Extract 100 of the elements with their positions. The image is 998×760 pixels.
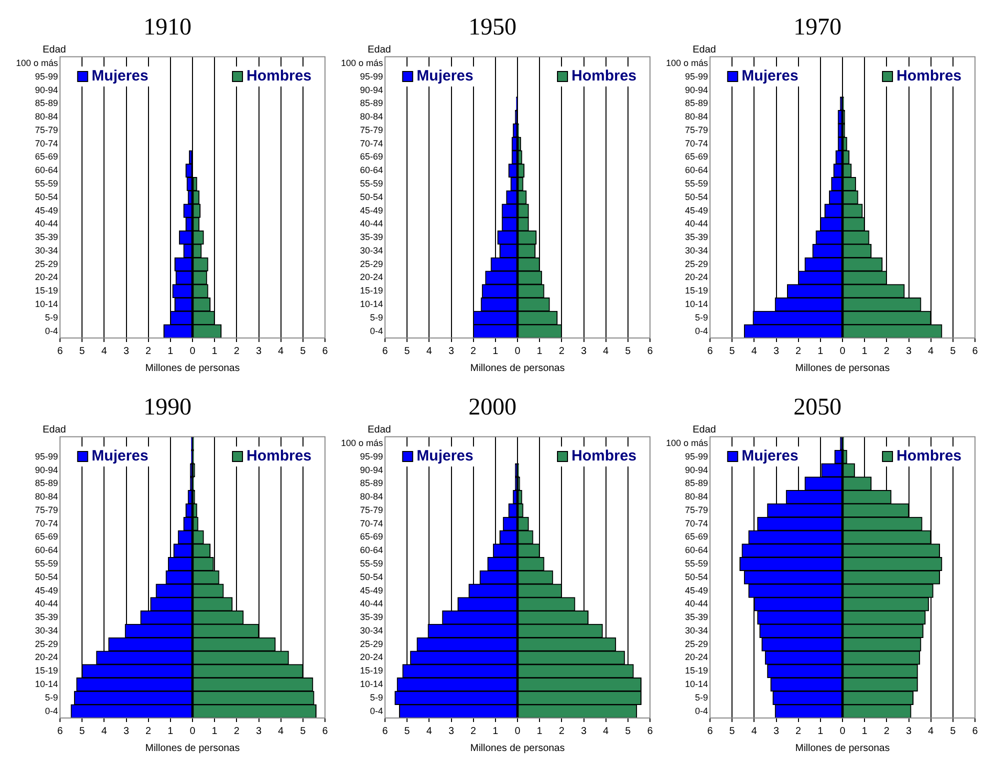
y-tick-label: 55-59	[360, 558, 383, 568]
y-tick-label: 0-4	[44, 706, 58, 716]
y-tick-label: 95-99	[360, 451, 383, 462]
y-tick-label: 35-39	[34, 612, 58, 622]
y-tick-label: 20-24	[360, 272, 383, 282]
y-tick-label: 90-94	[684, 84, 708, 95]
y-tick-label: 30-34	[360, 245, 383, 256]
y-tick-label: 45-49	[360, 585, 383, 596]
y-tick-label: 60-64	[684, 545, 708, 556]
x-tick-label: 5	[950, 346, 956, 357]
y-tick-label: 15-19	[34, 666, 58, 676]
y-tick-label: 20-24	[684, 652, 708, 662]
y-axis-title: Edad	[42, 44, 66, 56]
x-tick-label: 2	[796, 726, 802, 737]
x-tick-label: 5	[625, 346, 632, 357]
x-tick-label: 6	[57, 726, 64, 737]
y-tick-label: 20-24	[34, 272, 58, 282]
x-axis-title: Millones de personas	[145, 362, 240, 374]
y-tick-label: 15-19	[684, 286, 708, 296]
x-tick-label: 6	[647, 726, 654, 737]
y-axis-title: Edad	[692, 424, 716, 436]
y-tick-label: 35-39	[34, 232, 58, 242]
x-tick-label: 3	[773, 346, 780, 357]
x-tick-label: 5	[729, 726, 736, 737]
y-tick-label: 60-64	[34, 545, 58, 556]
y-tick-label: 20-24	[34, 652, 58, 662]
y-tick-label: 70-74	[360, 518, 383, 528]
x-tick-label: 5	[300, 726, 306, 737]
y-tick-label: 0-4	[694, 326, 708, 336]
y-tick-label: 85-89	[684, 478, 708, 488]
y-tick-label: 90-94	[34, 84, 58, 95]
y-tick-label: 50-54	[34, 572, 58, 582]
x-tick-label: 3	[906, 726, 912, 737]
y-tick-label: 100 o más	[666, 58, 708, 68]
y-tick-label: 85-89	[360, 478, 383, 488]
y-tick-label: 15-19	[360, 666, 383, 676]
x-tick-label: 1	[862, 726, 868, 737]
y-tick-label: 45-49	[34, 205, 58, 216]
x-tick-label: 4	[603, 346, 610, 357]
chart-title: 1950	[468, 14, 516, 41]
y-tick-label: 30-34	[34, 625, 58, 636]
y-tick-label: 55-59	[684, 558, 708, 568]
x-tick-label: 6	[972, 346, 978, 357]
y-tick-label: 50-54	[34, 192, 58, 202]
y-tick-label: 75-79	[34, 124, 58, 135]
y-tick-label: 25-29	[34, 638, 58, 649]
y-axis-title: Edad	[692, 44, 716, 56]
y-tick-label: 75-79	[360, 504, 383, 515]
y-axis-title: Edad	[42, 424, 66, 436]
legend-label: Hombres	[246, 448, 312, 465]
x-tick-label: 1	[818, 346, 824, 357]
y-tick-label: 25-29	[684, 638, 708, 649]
y-tick-label: 95-99	[684, 71, 708, 82]
x-tick-label: 4	[101, 346, 108, 357]
x-tick-label: 6	[707, 726, 714, 737]
chart-title: 2000	[468, 394, 516, 421]
y-tick-label: 60-64	[34, 165, 58, 176]
x-axis-title: Millones de personas	[795, 362, 890, 374]
legend-label: Mujeres	[742, 68, 798, 85]
y-tick-label: 100 o más	[16, 58, 58, 68]
y-tick-label: 35-39	[684, 612, 708, 622]
y-tick-label: 80-84	[684, 492, 708, 502]
y-tick-label: 70-74	[34, 518, 58, 528]
x-tick-label: 6	[322, 726, 328, 737]
x-axis-title: Millones de personas	[145, 742, 240, 754]
x-tick-label: 6	[647, 346, 654, 357]
y-tick-label: 45-49	[684, 205, 708, 216]
y-tick-label: 65-69	[360, 532, 383, 542]
x-tick-label: 1	[536, 726, 543, 737]
y-tick-label: 50-54	[684, 192, 708, 202]
y-tick-label: 70-74	[360, 138, 383, 148]
y-tick-label: 0-4	[370, 326, 383, 336]
legend-label: Hombres	[896, 68, 962, 85]
x-tick-label: 5	[79, 346, 86, 357]
y-tick-label: 85-89	[684, 98, 708, 108]
y-tick-label: 5-9	[370, 692, 383, 702]
legend-label: Hombres	[571, 448, 637, 465]
y-tick-label: 85-89	[34, 478, 58, 488]
x-tick-label: 4	[426, 346, 432, 357]
y-tick-label: 10-14	[360, 679, 383, 690]
x-tick-label: 5	[300, 346, 306, 357]
x-tick-label: 4	[101, 726, 108, 737]
x-tick-label: 6	[57, 346, 64, 357]
x-tick-label: 2	[796, 346, 802, 357]
x-tick-label: 0	[514, 726, 521, 737]
x-tick-label: 2	[884, 346, 890, 357]
x-tick-label: 3	[580, 726, 587, 737]
x-tick-label: 2	[234, 726, 240, 737]
x-tick-label: 6	[322, 346, 328, 357]
y-tick-label: 60-64	[684, 165, 708, 176]
x-tick-label: 3	[256, 726, 262, 737]
x-tick-label: 3	[256, 346, 262, 357]
y-tick-label: 65-69	[684, 532, 708, 542]
x-tick-label: 2	[234, 346, 240, 357]
x-tick-label: 4	[928, 726, 934, 737]
y-tick-label: 70-74	[34, 138, 58, 148]
x-tick-label: 6	[707, 346, 714, 357]
y-tick-label: 10-14	[34, 299, 58, 310]
y-tick-label: 55-59	[684, 178, 708, 188]
x-tick-label: 0	[190, 726, 196, 737]
